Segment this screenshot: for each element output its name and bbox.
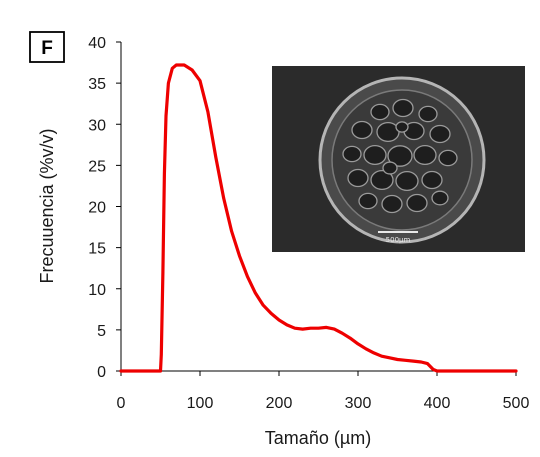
pore-shape — [431, 190, 449, 206]
x-tick-label: 400 — [424, 395, 451, 412]
pore-shape — [381, 194, 403, 214]
y-tick-label: 25 — [88, 158, 106, 175]
pore-shape — [392, 98, 414, 118]
x-axis-title: Tamaño (µm) — [265, 428, 371, 448]
pore-shape — [395, 121, 409, 133]
x-tick-label: 500 — [503, 395, 530, 412]
particle-pores — [342, 98, 458, 214]
x-tick-label: 100 — [187, 395, 214, 412]
y-tick-label: 20 — [88, 200, 106, 217]
pore-shape — [358, 192, 378, 210]
series-layer — [119, 63, 518, 373]
pore-shape — [363, 144, 387, 165]
pore-shape — [438, 149, 458, 167]
pore-shape — [370, 169, 394, 190]
scale-bar-label: 500µm — [386, 236, 411, 244]
pore-shape — [387, 145, 413, 167]
panel-label: F — [41, 38, 53, 59]
tick-labels: 0 100 200 300 400 500 0 5 10 15 20 25 30 35 40 — [88, 35, 529, 412]
pore-shape — [429, 124, 451, 144]
pore-shape — [395, 170, 419, 191]
y-tick-label: 30 — [88, 117, 106, 134]
pore-shape — [418, 105, 438, 123]
y-tick-label: 5 — [97, 323, 106, 340]
panel-label-badge: F — [29, 31, 65, 63]
pore-shape — [406, 193, 428, 213]
y-tick-label: 35 — [88, 76, 106, 93]
pore-shape — [347, 168, 369, 188]
pore-shape — [351, 120, 373, 140]
pore-shape — [370, 103, 390, 121]
x-tick-label: 200 — [266, 395, 293, 412]
series-line-frequency — [119, 63, 518, 373]
y-tick-label: 15 — [88, 241, 106, 258]
pore-shape — [342, 145, 362, 163]
pore-shape — [421, 170, 443, 190]
y-axis-title: Frecuuencia (%v/v) — [37, 128, 57, 283]
y-tick-label: 0 — [97, 364, 106, 381]
y-tick-label: 40 — [88, 35, 106, 52]
sem-micrograph-inset: 500µm — [272, 66, 525, 252]
pore-shape — [413, 144, 437, 165]
panel-label-box — [29, 31, 65, 63]
x-tick-label: 0 — [117, 395, 126, 412]
y-tick-label: 10 — [88, 282, 106, 299]
pore-shape — [382, 161, 398, 175]
x-tick-label: 300 — [345, 395, 372, 412]
